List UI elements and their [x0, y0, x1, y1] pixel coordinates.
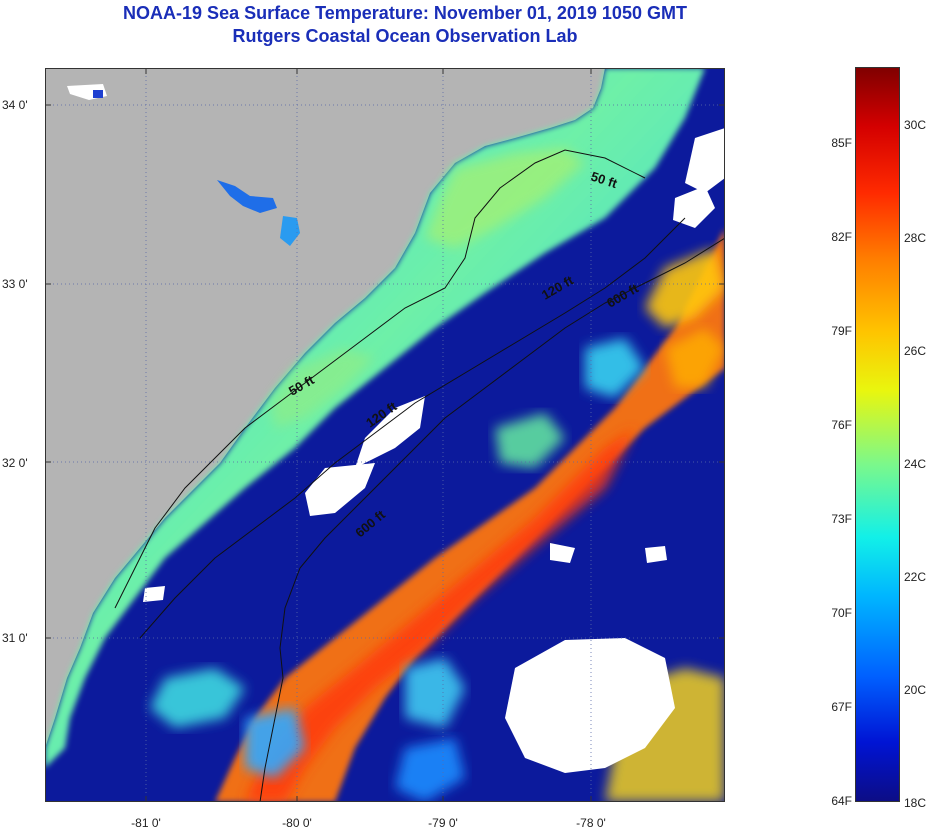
cloud-patch	[550, 543, 575, 563]
colorbar-f-label: 70F	[831, 606, 852, 620]
cloud-patch	[685, 128, 725, 193]
colorbar-f-label: 82F	[831, 230, 852, 244]
colorbar-f-label: 64F	[831, 794, 852, 808]
cloud-patch	[305, 463, 375, 516]
colorbar-f-label: 79F	[831, 324, 852, 338]
shelf-highlight	[425, 148, 585, 248]
map-title: NOAA-19 Sea Surface Temperature: Novembe…	[123, 3, 687, 23]
eddy-patch	[585, 338, 645, 398]
lon-label-78: -78 0'	[576, 816, 606, 830]
gulf-stream-warm	[215, 228, 725, 802]
cloud-patch	[143, 586, 165, 602]
shelf-highlight	[270, 348, 375, 428]
eddy-patch	[150, 668, 245, 728]
lon-label-79: -79 0'	[428, 816, 458, 830]
graticule	[45, 68, 725, 802]
colorbar-c-label: 30C	[904, 118, 927, 132]
cloud-patch	[505, 638, 675, 773]
inland-lake	[217, 180, 277, 213]
contour-50ft	[114, 149, 646, 609]
lat-label-33: 33 0'	[2, 277, 28, 291]
lat-label-31: 31 0'	[2, 631, 28, 645]
eddy-patch	[395, 738, 465, 802]
eddy-patch	[495, 413, 565, 468]
gulf-stream-yellow	[665, 328, 725, 388]
colorbar-f-label: 76F	[831, 418, 852, 432]
contour-600ft	[259, 237, 725, 802]
cloud-patch	[355, 396, 425, 468]
map-border	[45, 68, 725, 802]
colorbar-c-label: 24C	[904, 457, 927, 471]
lon-label-81: -81 0'	[131, 816, 161, 830]
lat-label-32: 32 0'	[2, 456, 28, 470]
lat-label-34: 34 0'	[2, 98, 28, 112]
colorbar-f-label: 67F	[831, 700, 852, 714]
eddy-patch	[245, 708, 305, 778]
colorbar-f-label: 85F	[831, 136, 852, 150]
inland-lake	[280, 216, 300, 246]
colorbar-c-label: 28C	[904, 231, 927, 245]
colorbar-c-label: 22C	[904, 570, 927, 584]
colorbar	[855, 67, 900, 802]
shelf-water	[45, 68, 705, 768]
lon-label-80: -80 0'	[282, 816, 312, 830]
colorbar-f-label: 73F	[831, 512, 852, 526]
bathymetry-contours	[114, 149, 725, 802]
colorbar-c-label: 20C	[904, 683, 927, 697]
sst-map: 50 ft 120 ft 600 ft 50 ft 120 ft 600 ft	[45, 68, 725, 802]
cloud-patch	[645, 546, 667, 563]
cloud-patch	[673, 186, 715, 228]
map-subtitle: Rutgers Coastal Ocean Observation Lab	[232, 26, 578, 46]
colorbar-c-label: 26C	[904, 344, 927, 358]
inland-lake	[93, 90, 103, 98]
contour-120ft	[139, 217, 686, 639]
land-area	[45, 68, 605, 748]
gulf-stream-yellow	[645, 248, 725, 328]
colorbar-c-label: 18C	[904, 796, 927, 810]
gulf-stream-core	[245, 428, 635, 802]
eddy-patch	[405, 658, 465, 728]
